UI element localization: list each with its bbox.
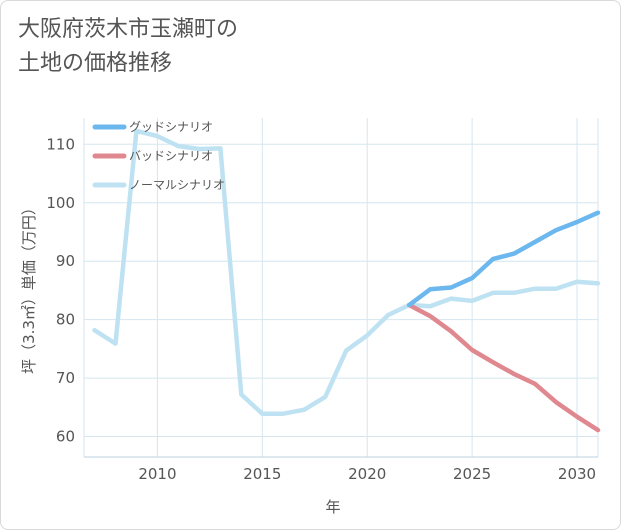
y-tick-label-80: 80 <box>56 311 75 329</box>
x-axis-title: 年 <box>325 498 340 516</box>
gridlines <box>83 118 599 458</box>
series-line-1 <box>406 302 601 433</box>
y-tick-label-100: 100 <box>46 194 75 212</box>
x-tick-label-2020: 2020 <box>348 465 386 483</box>
y-tick-label-70: 70 <box>56 369 75 387</box>
legend-label-2: ノーマルシナリオ <box>129 178 225 192</box>
legend-label-1: バッドシナリオ <box>129 149 213 163</box>
y-tick-label-90: 90 <box>56 252 75 270</box>
x-tick-label-2015: 2015 <box>243 465 281 483</box>
chart-title-line-1: 大阪府茨木市玉瀬町の <box>18 17 239 42</box>
x-tick-label-2030: 2030 <box>558 465 596 483</box>
series-line-2 <box>92 128 601 416</box>
data-series <box>92 128 601 433</box>
y-tick-label-110: 110 <box>46 135 75 153</box>
tick-labels: 60 70 80 90 100 110 2010 2015 2020 2025 2030 <box>46 135 596 483</box>
legend-label-0: グッドシナリオ <box>129 120 213 134</box>
series-line-0 <box>406 210 601 308</box>
y-axis-title: 坪（3.3㎡）単価（万円） <box>20 200 38 374</box>
plot-area <box>84 118 598 457</box>
chart-title: 大阪府茨木市玉瀬町の 土地の価格推移 <box>18 13 238 81</box>
chart-title-line-2: 土地の価格推移 <box>18 51 173 76</box>
x-tick-label-2025: 2025 <box>453 465 491 483</box>
y-tick-label-60: 60 <box>56 428 75 446</box>
x-tick-label-2010: 2010 <box>138 465 176 483</box>
